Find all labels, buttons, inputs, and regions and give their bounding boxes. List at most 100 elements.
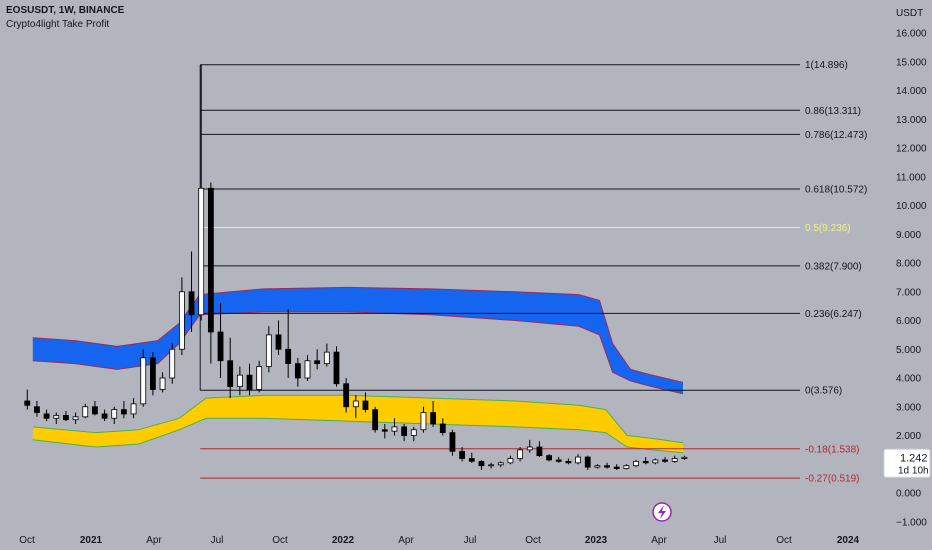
candle-body bbox=[362, 400, 369, 411]
time-tick-label: Oct bbox=[776, 535, 792, 546]
price-axis: USDT 16.000 15.000 14.000 13.000 12.000 11.000… bbox=[896, 8, 927, 528]
price-tick-label: 13.000 bbox=[896, 115, 927, 126]
candle-body bbox=[24, 400, 31, 406]
candle-body bbox=[536, 446, 543, 457]
lightning-icon-bolt bbox=[658, 505, 666, 519]
time-tick-label: Apr bbox=[146, 535, 162, 546]
time-axis: Oct 2021 Apr Jul Oct 2022 Apr Jul Oct 2023 Apr Jul O… bbox=[19, 535, 859, 546]
candle-body bbox=[236, 374, 243, 388]
candle-body bbox=[430, 412, 437, 425]
candle-body bbox=[526, 446, 533, 451]
candle-body bbox=[652, 459, 659, 464]
candle-body bbox=[246, 374, 253, 390]
candle-body bbox=[372, 409, 379, 431]
fib-label-3: 0.618(10.572) bbox=[805, 185, 867, 196]
time-tick-label: 2023 bbox=[585, 535, 608, 546]
candle-body bbox=[53, 414, 60, 419]
time-tick-label: Oct bbox=[525, 535, 541, 546]
candle-body bbox=[256, 366, 263, 390]
candle-body bbox=[468, 458, 475, 462]
upper-band bbox=[32, 287, 684, 394]
candle-body bbox=[198, 187, 205, 316]
time-tick-label: Oct bbox=[272, 535, 288, 546]
candle-body bbox=[72, 416, 79, 421]
candle-body bbox=[662, 459, 668, 462]
indicator-title: Crypto4light Take Profit bbox=[6, 19, 110, 30]
candle-body bbox=[459, 450, 466, 459]
price-tick-label: 3.000 bbox=[896, 402, 921, 413]
currency-label: USDT bbox=[896, 8, 923, 19]
lower-band-bottom-edge bbox=[32, 417, 684, 454]
plot-area: 1(14.896) 0.86(13.311) 0.786(12.473) 0.618(… bbox=[24, 60, 867, 485]
candle-body bbox=[130, 403, 137, 415]
candle-body bbox=[111, 409, 118, 419]
price-tick-label: 16.000 bbox=[896, 29, 927, 40]
candle-body bbox=[265, 334, 272, 367]
candle-body bbox=[352, 400, 359, 408]
candle-body bbox=[391, 426, 398, 432]
candle-body bbox=[401, 426, 408, 436]
candle-body bbox=[546, 455, 552, 461]
candle-body bbox=[149, 357, 156, 390]
candle-body bbox=[294, 363, 301, 379]
candles bbox=[24, 64, 688, 470]
price-tick-label: 0.000 bbox=[896, 489, 921, 500]
candle-body bbox=[207, 187, 214, 333]
candle-body bbox=[275, 334, 282, 350]
fib-label-4: 0.5(9.236) bbox=[805, 223, 851, 234]
candle-body bbox=[604, 465, 610, 468]
candle-body bbox=[642, 460, 649, 464]
symbol-title: EOSUSDT, 1W, BINANCE bbox=[6, 5, 125, 16]
candle-body bbox=[681, 456, 688, 459]
candle-body bbox=[420, 412, 427, 431]
candle-body bbox=[343, 383, 350, 408]
lower-band bbox=[32, 395, 684, 453]
price-tick-label: 9.000 bbox=[896, 230, 921, 241]
candle-body bbox=[63, 414, 69, 421]
candle-body bbox=[478, 460, 485, 467]
fib-levels: 1(14.896) 0.86(13.311) 0.786(12.473) 0.618(… bbox=[199, 60, 867, 485]
candle-body bbox=[333, 351, 340, 385]
candle-body bbox=[159, 377, 166, 390]
price-tick-label: 12.000 bbox=[896, 144, 927, 155]
candle-body bbox=[671, 458, 678, 462]
candle-body bbox=[92, 406, 98, 415]
candle-body bbox=[633, 460, 639, 467]
candle-body bbox=[565, 460, 572, 464]
candle-body bbox=[507, 458, 514, 464]
price-tick-label: 8.000 bbox=[896, 259, 921, 270]
time-tick-label: Oct bbox=[19, 535, 35, 546]
time-tick-label: Jul bbox=[464, 535, 477, 546]
price-tick-label: 4.000 bbox=[896, 374, 921, 385]
price-tick-label: 14.000 bbox=[896, 86, 927, 97]
price-tick-label: 15.000 bbox=[896, 57, 927, 68]
candle-body bbox=[34, 406, 40, 413]
fib-label-1: 0.86(13.311) bbox=[805, 106, 861, 117]
candle-body bbox=[623, 465, 630, 469]
candle-body bbox=[188, 291, 195, 316]
lightning-icon[interactable] bbox=[652, 502, 672, 522]
candle-body bbox=[178, 291, 185, 350]
time-tick-label: Jul bbox=[714, 535, 727, 546]
candle-body bbox=[217, 331, 224, 362]
fib-label-8: -0.18(1.538) bbox=[805, 444, 859, 455]
price-tick-label: 6.000 bbox=[896, 316, 921, 327]
price-tick-label: 11.000 bbox=[896, 172, 926, 183]
candle-body bbox=[439, 423, 446, 434]
candle-body bbox=[488, 464, 494, 467]
price-tick-label: 7.000 bbox=[896, 287, 921, 298]
price-tick-label: 5.000 bbox=[896, 345, 921, 356]
time-tick-label: Jul bbox=[211, 535, 224, 546]
candle-body bbox=[121, 409, 127, 415]
candle-body bbox=[575, 456, 581, 464]
fib-label-2: 0.786(12.473) bbox=[805, 130, 867, 141]
lower-band-top-edge bbox=[32, 394, 684, 444]
upper-band-top-edge bbox=[32, 286, 684, 383]
candle-body bbox=[101, 413, 108, 419]
candle-body bbox=[381, 429, 388, 432]
candle-body bbox=[410, 429, 417, 436]
countdown-value: 1d 10h bbox=[898, 465, 929, 476]
fib-label-9: -0.27(0.519) bbox=[805, 474, 859, 485]
